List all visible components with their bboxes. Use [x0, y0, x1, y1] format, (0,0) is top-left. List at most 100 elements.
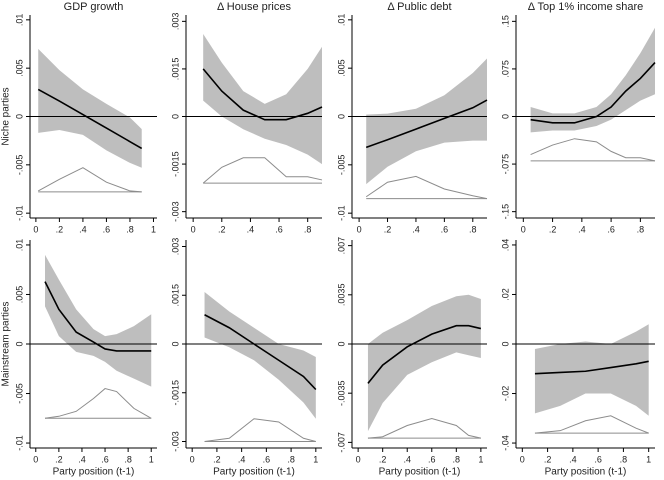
y-tick-label: .005	[14, 286, 24, 304]
estimate-line	[534, 360, 649, 375]
confidence-band	[366, 58, 487, 185]
x-tick-label: .4	[238, 454, 246, 464]
x-axis-label: Party position (t-1)	[213, 467, 295, 478]
x-tick-label: 0	[356, 454, 361, 464]
x-tick-label: .2	[544, 454, 552, 464]
y-tick-label: .02	[500, 288, 510, 301]
confidence-band	[45, 254, 152, 387]
x-tick-label: .2	[213, 454, 221, 464]
x-tick-label: .4	[78, 454, 86, 464]
confidence-band	[530, 27, 655, 133]
density-curve	[367, 417, 481, 439]
x-tick-label: .2	[218, 224, 226, 234]
x-tick-label: .2	[384, 224, 392, 234]
x-tick-label: .6	[428, 454, 436, 464]
y-tick-label: .15	[500, 15, 510, 28]
confidence-band	[367, 294, 481, 432]
y-tick-label: -.0015	[170, 380, 180, 406]
y-tick-label: -.0015	[170, 151, 180, 177]
y-tick-label: 0	[14, 341, 24, 346]
x-tick-label: .4	[403, 454, 411, 464]
x-tick-label: 0	[33, 224, 38, 234]
y-axis-label: Niche parties	[1, 87, 12, 145]
x-axis-label: Party position (t-1)	[53, 467, 135, 478]
x-tick-label: 1	[313, 454, 318, 464]
y-tick-label: .005	[336, 59, 346, 77]
y-tick-label: .0015	[170, 58, 180, 81]
x-tick-label: .2	[549, 224, 557, 234]
x-axis-label: Party position (t-1)	[379, 467, 461, 478]
x-axis-label: Party position (t-1)	[545, 467, 627, 478]
x-tick-label: 1	[646, 454, 651, 464]
x-tick-label: .8	[126, 224, 134, 234]
estimate-line	[530, 62, 656, 124]
x-tick-label: .4	[247, 224, 255, 234]
density-curve	[365, 175, 488, 200]
y-tick-label: -.005	[336, 155, 346, 176]
y-tick-label: -.003	[170, 431, 180, 452]
y-tick-label: -.0035	[336, 380, 346, 406]
y-tick-label: -.01	[14, 435, 24, 451]
x-tick-label: .4	[412, 224, 420, 234]
x-tick-label: 0	[520, 454, 525, 464]
y-tick-label: .075	[500, 60, 510, 78]
panel-title: Δ House prices	[217, 1, 291, 13]
x-tick-label: 0	[33, 454, 38, 464]
x-tick-label: .6	[101, 454, 109, 464]
x-tick-label: 0	[190, 454, 195, 464]
y-tick-label: .01	[336, 14, 346, 27]
x-tick-label: .6	[103, 224, 111, 234]
x-tick-label: .6	[441, 224, 449, 234]
x-tick-label: .6	[263, 454, 271, 464]
estimate-line	[202, 68, 323, 121]
density-curve	[534, 415, 649, 434]
x-tick-label: .8	[124, 454, 132, 464]
estimate-line	[37, 88, 143, 150]
x-tick-label: .8	[637, 224, 645, 234]
y-tick-label: -.003	[170, 201, 180, 222]
y-tick-label: .01	[14, 239, 24, 252]
x-tick-label: .6	[594, 454, 602, 464]
density-curve	[530, 138, 656, 162]
x-tick-label: .6	[607, 224, 615, 234]
x-tick-label: .4	[79, 224, 87, 234]
x-tick-label: .8	[287, 454, 295, 464]
estimate-line	[204, 314, 317, 391]
y-tick-label: 0	[336, 114, 346, 119]
y-tick-label: -.15	[500, 204, 510, 220]
y-tick-label: -.075	[500, 154, 510, 175]
density-curve	[204, 418, 316, 442]
x-tick-label: .4	[578, 224, 586, 234]
panel-title: Δ Public debt	[387, 1, 451, 13]
x-tick-label: 1	[478, 454, 483, 464]
y-tick-label: -.005	[14, 155, 24, 176]
y-tick-label: 0	[500, 114, 510, 119]
y-tick-label: 0	[170, 114, 180, 119]
estimate-line	[367, 324, 482, 384]
x-tick-label: .8	[304, 224, 312, 234]
density-curve	[44, 388, 152, 419]
estimate-line	[365, 99, 488, 149]
x-tick-label: .8	[620, 454, 628, 464]
x-tick-label: 0	[521, 224, 526, 234]
confidence-band	[203, 34, 322, 165]
y-tick-label: -.01	[336, 205, 346, 221]
y-tick-label: -.04	[500, 435, 510, 451]
y-tick-label: 0	[14, 114, 24, 119]
panel-title: GDP growth	[64, 1, 124, 13]
x-tick-label: .2	[55, 454, 63, 464]
y-tick-label: .0035	[336, 284, 346, 307]
y-tick-label: .0015	[170, 284, 180, 307]
panel-title: Δ Top 1% income share	[528, 1, 644, 13]
x-tick-label: 0	[191, 224, 196, 234]
x-tick-label: 0	[357, 224, 362, 234]
density-curve	[202, 157, 323, 184]
confidence-band	[38, 48, 142, 168]
x-tick-label: 1	[149, 454, 154, 464]
y-tick-label: -.007	[336, 432, 346, 453]
x-tick-label: .6	[275, 224, 283, 234]
y-tick-label: -.01	[14, 205, 24, 221]
estimate-line	[44, 281, 152, 352]
